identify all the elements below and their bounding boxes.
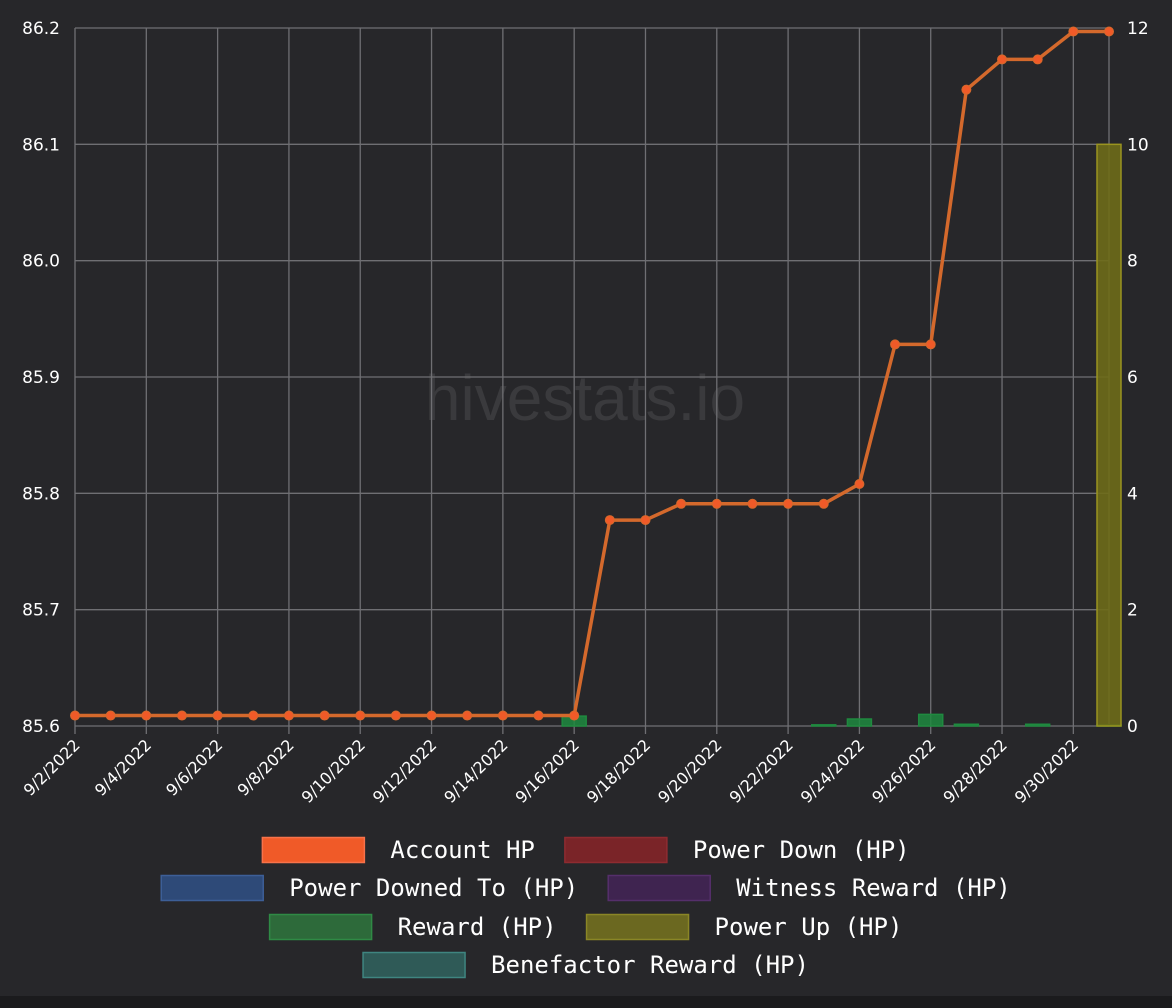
account-hp-point	[961, 84, 972, 95]
x-tick-label: 9/20/2022	[654, 735, 725, 806]
bar-reward-hp	[811, 724, 837, 727]
account-hp-point	[925, 339, 936, 350]
account-hp-point	[70, 710, 80, 721]
x-tick-label: 9/28/2022	[939, 735, 1010, 806]
account-hp-line	[75, 29, 1109, 718]
legend[interactable]: Account HP Power Down (HP) Power Downed To…	[160, 836, 1011, 979]
account-hp-point	[640, 515, 651, 526]
legend-label: Witness Reward (HP)	[736, 874, 1011, 902]
y-right-tick-label: 10	[1127, 135, 1149, 155]
x-tick-label: 9/16/2022	[512, 735, 583, 806]
bar-reward-hp	[846, 718, 873, 727]
account-hp-point	[676, 498, 687, 509]
account-hp-point	[355, 710, 366, 721]
legend-swatch	[585, 913, 690, 941]
bottom-strip	[0, 996, 1172, 1008]
account-hp-point	[390, 710, 401, 721]
bar-series	[561, 143, 1122, 727]
watermark: hivestats.io	[425, 362, 745, 434]
y-right-tick-label: 6	[1127, 368, 1138, 388]
y-left-tick-label: 86.1	[22, 135, 60, 155]
account-hp-point	[462, 710, 473, 721]
account-hp-point	[497, 710, 508, 721]
account-hp-point	[747, 498, 758, 509]
account-hp-point	[890, 339, 901, 350]
legend-label: Reward (HP)	[398, 913, 557, 941]
legend-item-benefactor-reward-hp[interactable]: Benefactor Reward (HP)	[362, 951, 809, 979]
x-tick-label: 9/30/2022	[1011, 735, 1082, 806]
account-hp-point	[426, 710, 437, 721]
x-tick-label: 9/24/2022	[797, 735, 868, 806]
y-right-tick-label: 2	[1127, 601, 1138, 621]
legend-label: Power Up (HP)	[715, 913, 903, 941]
account-hp-point	[141, 710, 152, 721]
y-right-tick-label: 12	[1127, 19, 1149, 39]
legend-swatch	[564, 836, 668, 864]
x-tick-label: 9/22/2022	[725, 735, 796, 806]
account-hp-point	[176, 710, 187, 721]
account-hp-point	[105, 710, 116, 721]
legend-swatch	[607, 874, 711, 902]
bar-reward-hp	[953, 723, 980, 727]
legend-label: Account HP	[390, 836, 535, 864]
legend-label: Power Down (HP)	[693, 836, 910, 864]
account-hp-point	[212, 710, 223, 721]
account-hp-point	[1104, 26, 1114, 37]
x-tick-label: 9/26/2022	[868, 735, 939, 806]
legend-label: Benefactor Reward (HP)	[491, 951, 809, 979]
legend-item-power-down-hp[interactable]: Power Down (HP)	[564, 836, 910, 864]
account-hp-point	[1068, 26, 1079, 37]
y-left-tick-label: 85.9	[22, 368, 60, 388]
legend-item-power-downed-to-hp[interactable]: Power Downed To (HP)	[160, 874, 578, 902]
account-hp-point	[533, 710, 544, 721]
legend-swatch	[160, 874, 264, 902]
y-left-tick-label: 86.0	[22, 252, 60, 272]
legend-item-witness-reward-hp[interactable]: Witness Reward (HP)	[607, 874, 1011, 902]
y-left-tick-label: 86.2	[22, 19, 60, 39]
account-hp-point	[569, 710, 580, 721]
account-hp-point	[711, 498, 722, 509]
y-left-tick-label: 85.8	[22, 484, 60, 504]
legend-item-power-up-hp[interactable]: Power Up (HP)	[585, 913, 903, 941]
legend-item-reward-hp[interactable]: Reward (HP)	[268, 913, 557, 941]
legend-swatch	[261, 836, 366, 864]
x-tick-label: 9/14/2022	[440, 735, 511, 806]
x-tick-label: 9/12/2022	[369, 735, 440, 806]
account-hp-point	[997, 54, 1008, 65]
account-hp-point	[319, 710, 330, 721]
account-hp-point	[604, 515, 615, 526]
bar-reward-hp	[1024, 723, 1051, 727]
account-hp-point	[854, 479, 865, 490]
legend-swatch	[362, 951, 466, 979]
x-tick-label: 9/8/2022	[234, 735, 298, 799]
legend-item-account-hp[interactable]: Account HP	[261, 836, 535, 864]
x-tick-label: 9/2/2022	[20, 735, 84, 799]
x-tick-label: 9/18/2022	[583, 735, 654, 806]
bar-power-up-hp	[1096, 143, 1122, 727]
x-tick-label: 9/4/2022	[91, 735, 155, 799]
account-hp-series	[70, 26, 1114, 721]
legend-label: Power Downed To (HP)	[289, 874, 578, 902]
bar-reward-hp	[917, 713, 944, 727]
account-hp-point	[283, 710, 294, 721]
y-right-tick-label: 4	[1127, 484, 1138, 504]
y-left-tick-label: 85.6	[22, 717, 60, 737]
account-hp-point	[1032, 54, 1043, 65]
y-left-tick-label: 85.7	[22, 601, 60, 621]
y-right-tick-label: 8	[1127, 252, 1138, 272]
account-hp-point	[248, 710, 259, 721]
account-hp-point	[783, 498, 794, 509]
x-tick-label: 9/10/2022	[298, 735, 369, 806]
x-tick-label: 9/6/2022	[162, 735, 226, 799]
legend-swatch	[268, 913, 373, 941]
account-hp-point	[818, 498, 829, 509]
y-right-tick-label: 0	[1127, 717, 1138, 737]
